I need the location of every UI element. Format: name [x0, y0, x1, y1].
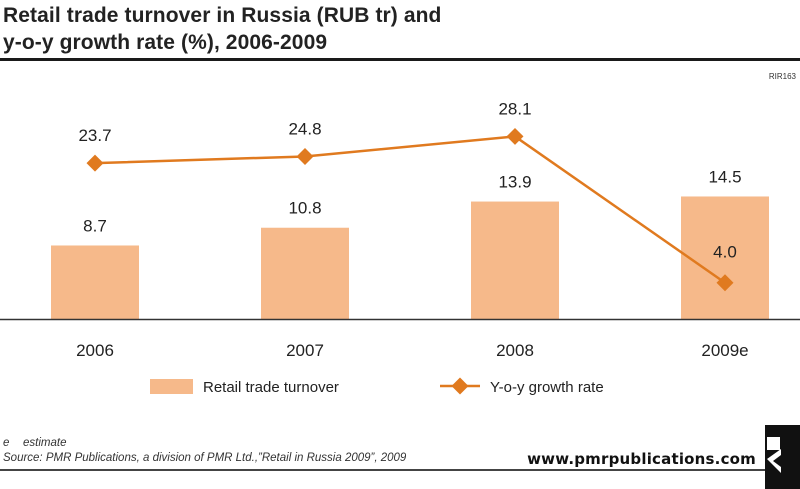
- growth-label-2007: 24.8: [288, 119, 321, 138]
- growth-label-2008: 28.1: [498, 99, 531, 118]
- growth-markers: [86, 127, 734, 292]
- logo-mark-icon: [767, 437, 781, 473]
- growth-marker-2006: [86, 154, 104, 172]
- footer-rule: [0, 469, 765, 471]
- legend: Retail trade turnover Y-o-y growth rate: [150, 377, 604, 396]
- x-tick-2008: 2008: [496, 341, 534, 360]
- growth-marker-2009e: [716, 274, 734, 292]
- x-tick-labels: 2006 2007 2008 2009e: [76, 341, 749, 360]
- bar-2006: [51, 245, 139, 319]
- bar-label-2008: 13.9: [498, 173, 531, 192]
- bar-2009e: [681, 196, 769, 319]
- chart-area: 2006 2007 2008 2009e 8.7 10.8 13.9 14.5 23.7 24.…: [0, 99, 800, 396]
- legend-swatch-growth-marker: [451, 377, 469, 395]
- bar-2008: [471, 201, 559, 319]
- bar-series: [51, 196, 769, 319]
- title-rule: [0, 58, 800, 61]
- chart-title-line-2: y-o-y growth rate (%), 2006-2009: [3, 31, 328, 54]
- x-tick-2009e: 2009e: [701, 341, 748, 360]
- chart-code: RIR163: [768, 72, 796, 81]
- growth-line: [94, 135, 726, 284]
- publisher-logo: [765, 425, 800, 489]
- x-tick-2006: 2006: [76, 341, 114, 360]
- chart-title-line-1: Retail trade turnover in Russia (RUB tr)…: [3, 4, 442, 27]
- x-tick-2007: 2007: [286, 341, 324, 360]
- source-note: Source: PMR Publications, a division of …: [3, 452, 407, 464]
- growth-label-2006: 23.7: [78, 126, 111, 145]
- footnote-key-text: estimate: [23, 437, 67, 449]
- legend-label-turnover: Retail trade turnover: [203, 379, 339, 396]
- legend-swatch-turnover: [150, 379, 193, 394]
- footnote: e estimate Source: PMR Publications, a di…: [3, 436, 406, 466]
- bar-label-2009e: 14.5: [708, 167, 741, 186]
- bar-2007: [261, 227, 349, 319]
- legend-label-growth: Y-o-y growth rate: [490, 379, 604, 396]
- bar-label-2006: 8.7: [83, 216, 107, 235]
- footnote-key: e: [3, 437, 10, 449]
- growth-label-2009e: 4.0: [713, 243, 737, 262]
- bar-label-2007: 10.8: [288, 199, 321, 218]
- chart-title: Retail trade turnover in Russia (RUB tr)…: [3, 2, 441, 56]
- website-link[interactable]: www.pmrpublications.com: [527, 450, 756, 468]
- data-labels: 8.7 10.8 13.9 14.5 23.7 24.8 28.1 4.0: [78, 99, 741, 261]
- growth-marker-2007: [296, 147, 314, 165]
- growth-marker-2008: [506, 127, 524, 145]
